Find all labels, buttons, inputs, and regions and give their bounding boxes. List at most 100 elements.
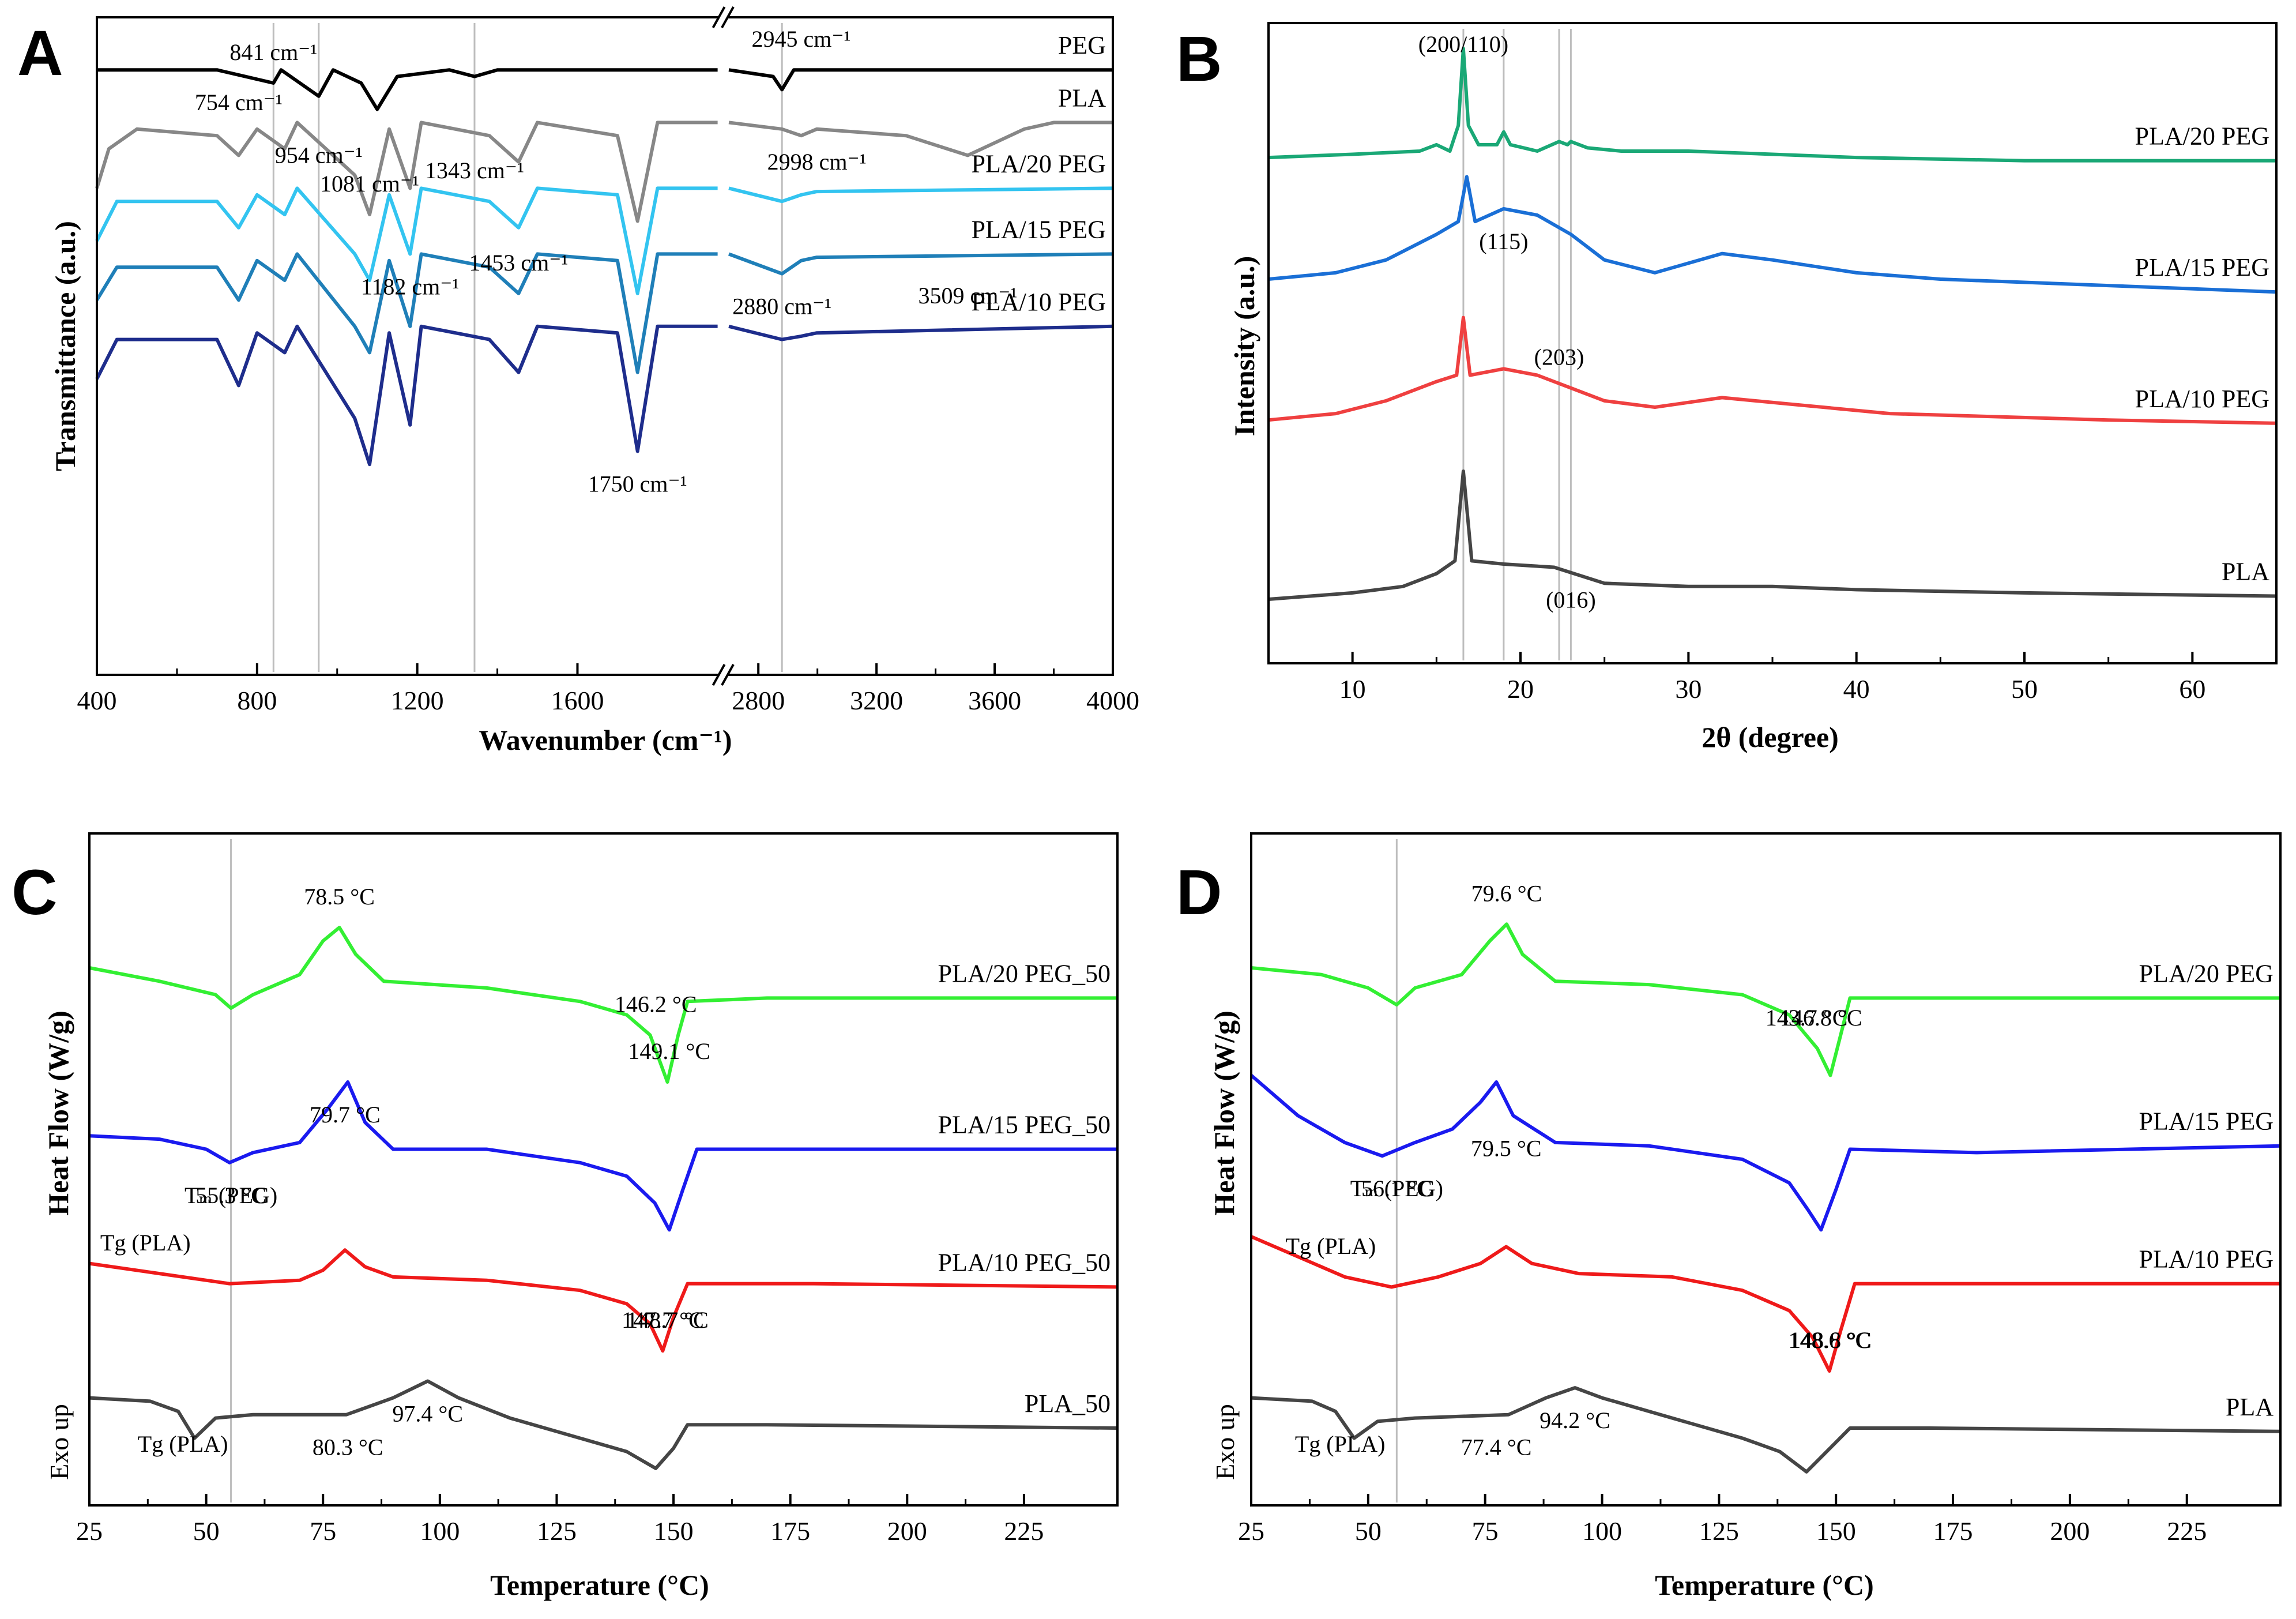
x-tick-label: 20	[1507, 674, 1534, 704]
annotation-label: 1453 cm⁻¹	[469, 250, 568, 276]
series-label: PLA/15 PEG	[2139, 1107, 2274, 1136]
series-line	[1250, 1235, 2280, 1373]
x-tick-label: 150	[1816, 1516, 1856, 1546]
series-line	[1268, 175, 2277, 294]
annotation-label: 148.7 °C	[626, 1307, 709, 1333]
series-line	[95, 324, 1113, 467]
x-tick-label: 3200	[850, 686, 903, 715]
x-tick-label: 2800	[732, 686, 785, 715]
series-label: PLA/20 PEG	[972, 149, 1106, 178]
series-label: PLA	[2222, 557, 2269, 585]
annotation-label: 94.2 °C	[1540, 1407, 1610, 1433]
series-label: PLA/10 PEG	[972, 288, 1106, 316]
annotation-label: Tₘ (PEG)	[1350, 1175, 1443, 1201]
x-tick-label: 25	[76, 1516, 103, 1546]
annotation-label: (203)	[1534, 344, 1584, 370]
series-line	[1268, 469, 2277, 601]
x-tick-label: 30	[1675, 674, 1702, 704]
series-label: PLA/10 PEG	[2135, 385, 2269, 413]
series-label: PEG	[1058, 31, 1106, 59]
axis-frame	[727, 16, 1114, 676]
annotation-label: 149.1 °C	[628, 1038, 710, 1064]
x-tick-label: 25	[1238, 1516, 1264, 1546]
panel-C: PLA/20 PEG_50 PLA/15 PEG_50 PLA/10 PEG_50 P…	[12, 832, 1119, 1601]
annotation-label: 2880 cm⁻¹	[732, 294, 831, 320]
annotation-label: 146.2 °C	[615, 991, 697, 1017]
annotation-label: 143.7 °C	[1766, 1005, 1848, 1031]
series-line	[97, 68, 1113, 111]
axis-frame	[96, 16, 719, 676]
annotation-label: 147.7 °C	[622, 1307, 704, 1333]
annotation-label: 1182 cm⁻¹	[361, 273, 460, 299]
annotation-label: Tₘ (PEG)	[185, 1182, 277, 1208]
annotation-label: 2998 cm⁻¹	[767, 149, 867, 175]
x-tick-label: 50	[2011, 674, 2038, 704]
panel-letter: A	[17, 18, 63, 89]
x-tick-label: 800	[237, 686, 277, 715]
x-tick-label: 200	[887, 1516, 927, 1546]
axis-break-mark	[721, 6, 735, 28]
x-tick-label: 3600	[968, 686, 1021, 715]
series-label: PLA/20 PEG_50	[938, 959, 1111, 987]
x-axis-title: Temperature (°C)	[1655, 1569, 1874, 1601]
axis-break-mark	[712, 664, 726, 686]
series-label: PLA/10 PEG	[2139, 1245, 2274, 1274]
annotation-label: 56.1 °C	[1361, 1175, 1432, 1201]
series-label: PLA_50	[1025, 1389, 1111, 1418]
series-line	[1268, 315, 2277, 425]
x-tick-label: 4000	[1086, 686, 1139, 715]
y-axis-title: Transmittance (a.u.)	[49, 221, 81, 471]
axis-break-mark	[721, 664, 735, 686]
panel-letter: B	[1176, 24, 1222, 95]
x-tick-label: 125	[537, 1516, 577, 1546]
annotation-label: 954 cm⁻¹	[275, 142, 363, 168]
axis-break-mark	[712, 6, 726, 28]
x-tick-label: 75	[1472, 1516, 1499, 1546]
series-line	[89, 1080, 1117, 1232]
series-line	[95, 186, 1113, 295]
annotation-label: Tg (PLA)	[138, 1431, 228, 1457]
series-line	[1268, 47, 2276, 163]
x-tick-label: 1200	[391, 686, 444, 715]
exo-up-label: Exo up	[1210, 1404, 1240, 1480]
x-tick-label: 100	[420, 1516, 460, 1546]
x-axis-title: Wavenumber (cm⁻¹)	[479, 724, 732, 756]
annotation-label: 146.8 °C	[1780, 1005, 1862, 1031]
panel-letter: D	[1176, 857, 1222, 928]
x-axis-title: 2θ (degree)	[1702, 721, 1839, 753]
x-tick-label: 200	[2050, 1516, 2090, 1546]
x-tick-label: 10	[1339, 674, 1366, 704]
series-line	[89, 1248, 1118, 1353]
annotation-label: 841 cm⁻¹	[229, 39, 317, 65]
x-tick-label: 1600	[551, 686, 604, 715]
series-label: PLA/15 PEG_50	[938, 1111, 1111, 1139]
y-axis-title: Heat Flow (W/g)	[1208, 1011, 1240, 1215]
annotation-label: 148.8 °C	[1789, 1327, 1872, 1353]
series-line	[1250, 1074, 2281, 1232]
x-tick-label: 125	[1699, 1516, 1739, 1546]
annotation-label: Tg (PLA)	[1286, 1233, 1376, 1259]
panel-D: PLA/20 PEG PLA/15 PEG PLA/10 PEG PLA 25 50 75 1…	[1176, 832, 2282, 1601]
series-label: PLA	[1058, 84, 1106, 112]
x-tick-label: 225	[1004, 1516, 1044, 1546]
y-axis-title: Intensity (a.u.)	[1228, 256, 1260, 437]
series-label: PLA/10 PEG_50	[938, 1248, 1111, 1276]
annotation-label: 77.4 °C	[1461, 1434, 1532, 1460]
annotation-label: 1750 cm⁻¹	[588, 471, 687, 497]
series-line	[1251, 1386, 2281, 1474]
annotation-label: Tg (PLA)	[100, 1230, 191, 1256]
annotation-label: 55.3 °C	[195, 1182, 266, 1208]
series-line	[1251, 922, 2280, 1077]
series-line	[89, 926, 1117, 1084]
x-tick-label: 60	[2179, 674, 2205, 704]
annotation-label: 3509 cm⁻¹	[918, 283, 1017, 309]
series-line	[95, 252, 1113, 374]
x-tick-label: 175	[1933, 1516, 1973, 1546]
annotation-label: 79.5 °C	[1471, 1135, 1542, 1161]
x-tick-label: 40	[1843, 674, 1870, 704]
exo-up-label: Exo up	[44, 1404, 74, 1480]
axis-frame	[88, 832, 1119, 1507]
x-tick-label: 400	[77, 686, 117, 715]
annotation-label: 78.5 °C	[304, 884, 375, 910]
